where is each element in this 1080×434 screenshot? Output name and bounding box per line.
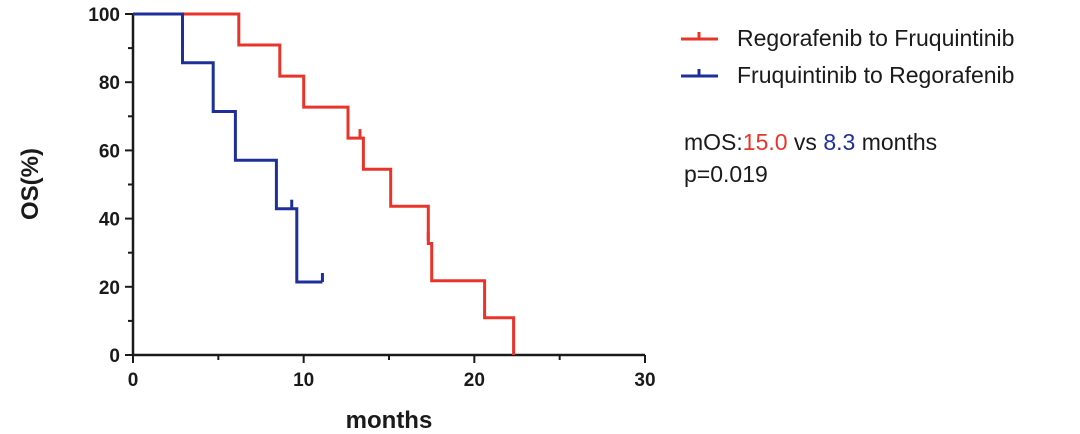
p-value: p=0.019	[684, 161, 768, 187]
x-tick-label: 0	[128, 370, 139, 391]
legend-label-regorafenib-to-fruquintinib: Regorafenib to Fruquintinib	[737, 25, 1014, 51]
y-tick-label: 100	[88, 5, 120, 26]
legend: Regorafenib to Fruquintinib Fruquintinib…	[681, 25, 1014, 88]
y-axis-title: OS(%)	[17, 148, 44, 220]
mos-vs: vs	[787, 129, 824, 155]
y-tick-label: 40	[99, 210, 120, 231]
mos-prefix: mOS:	[684, 129, 743, 155]
legend-label-fruquintinib-to-regorafenib: Fruquintinib to Regorafenib	[737, 62, 1014, 88]
x-tick-label: 10	[293, 370, 314, 391]
series-line-fruquintinib-to-regorafenib	[133, 12, 323, 284]
mos-value-fruquintinib-first: 8.3	[823, 129, 856, 155]
series-line-regorafenib-to-fruquintinib	[133, 12, 516, 355]
y-tick-label: 20	[99, 278, 120, 299]
x-tick-label: 30	[634, 370, 655, 391]
mos-value-regorafenib-first: 15.0	[742, 129, 788, 155]
x-tick-label: 20	[464, 370, 485, 391]
mos-suffix: months	[855, 129, 938, 155]
y-tick-label: 60	[99, 141, 120, 162]
axes: 0 10 20 30 0 20 40 60 80 100	[88, 5, 655, 391]
mos-annotation: mOS:15.0 vs 8.3 months	[684, 127, 937, 157]
x-axis-title: months	[346, 407, 433, 434]
y-tick-label: 80	[99, 73, 120, 94]
y-tick-label: 0	[109, 346, 120, 367]
plot-lines	[133, 12, 516, 355]
